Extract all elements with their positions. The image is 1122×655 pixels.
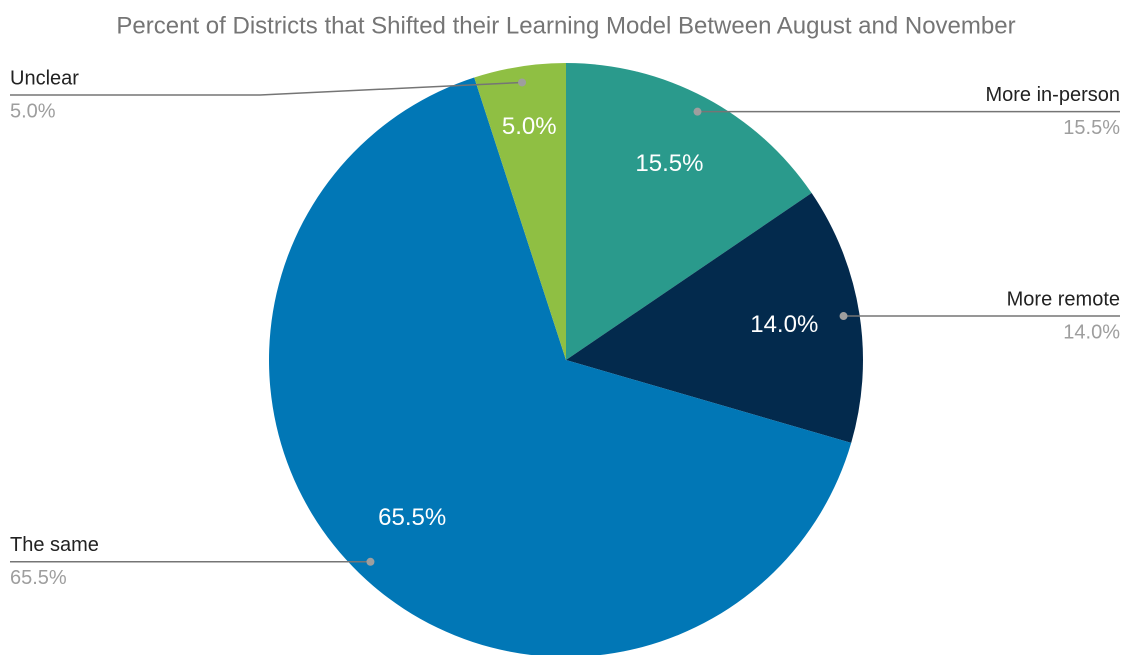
leader-dot (839, 312, 848, 321)
legend-value: 65.5% (10, 567, 67, 589)
legend-value: 5.0% (10, 100, 56, 122)
leader-dot (366, 557, 375, 566)
leader-dot (693, 107, 702, 116)
legend-value: 14.0% (1063, 321, 1120, 343)
pie-slice (474, 63, 566, 360)
chart-title: Percent of Districts that Shifted their … (116, 12, 1015, 39)
legend-value: 15.5% (1063, 117, 1120, 139)
leader-line (10, 81, 523, 96)
slice-label: 65.5% (378, 504, 446, 531)
legend-label: More remote (1007, 288, 1120, 310)
leader-dot (518, 78, 527, 87)
slice-label: 14.0% (750, 311, 818, 338)
legend-label: The same (10, 534, 99, 556)
slice-label: 5.0% (502, 113, 557, 140)
pie-slice (269, 77, 852, 655)
pie-slice (566, 193, 863, 443)
pie-slice (566, 63, 812, 360)
legend-label: More in-person (985, 84, 1120, 106)
legend-label: Unclear (10, 67, 79, 89)
slice-label: 15.5% (635, 150, 703, 177)
